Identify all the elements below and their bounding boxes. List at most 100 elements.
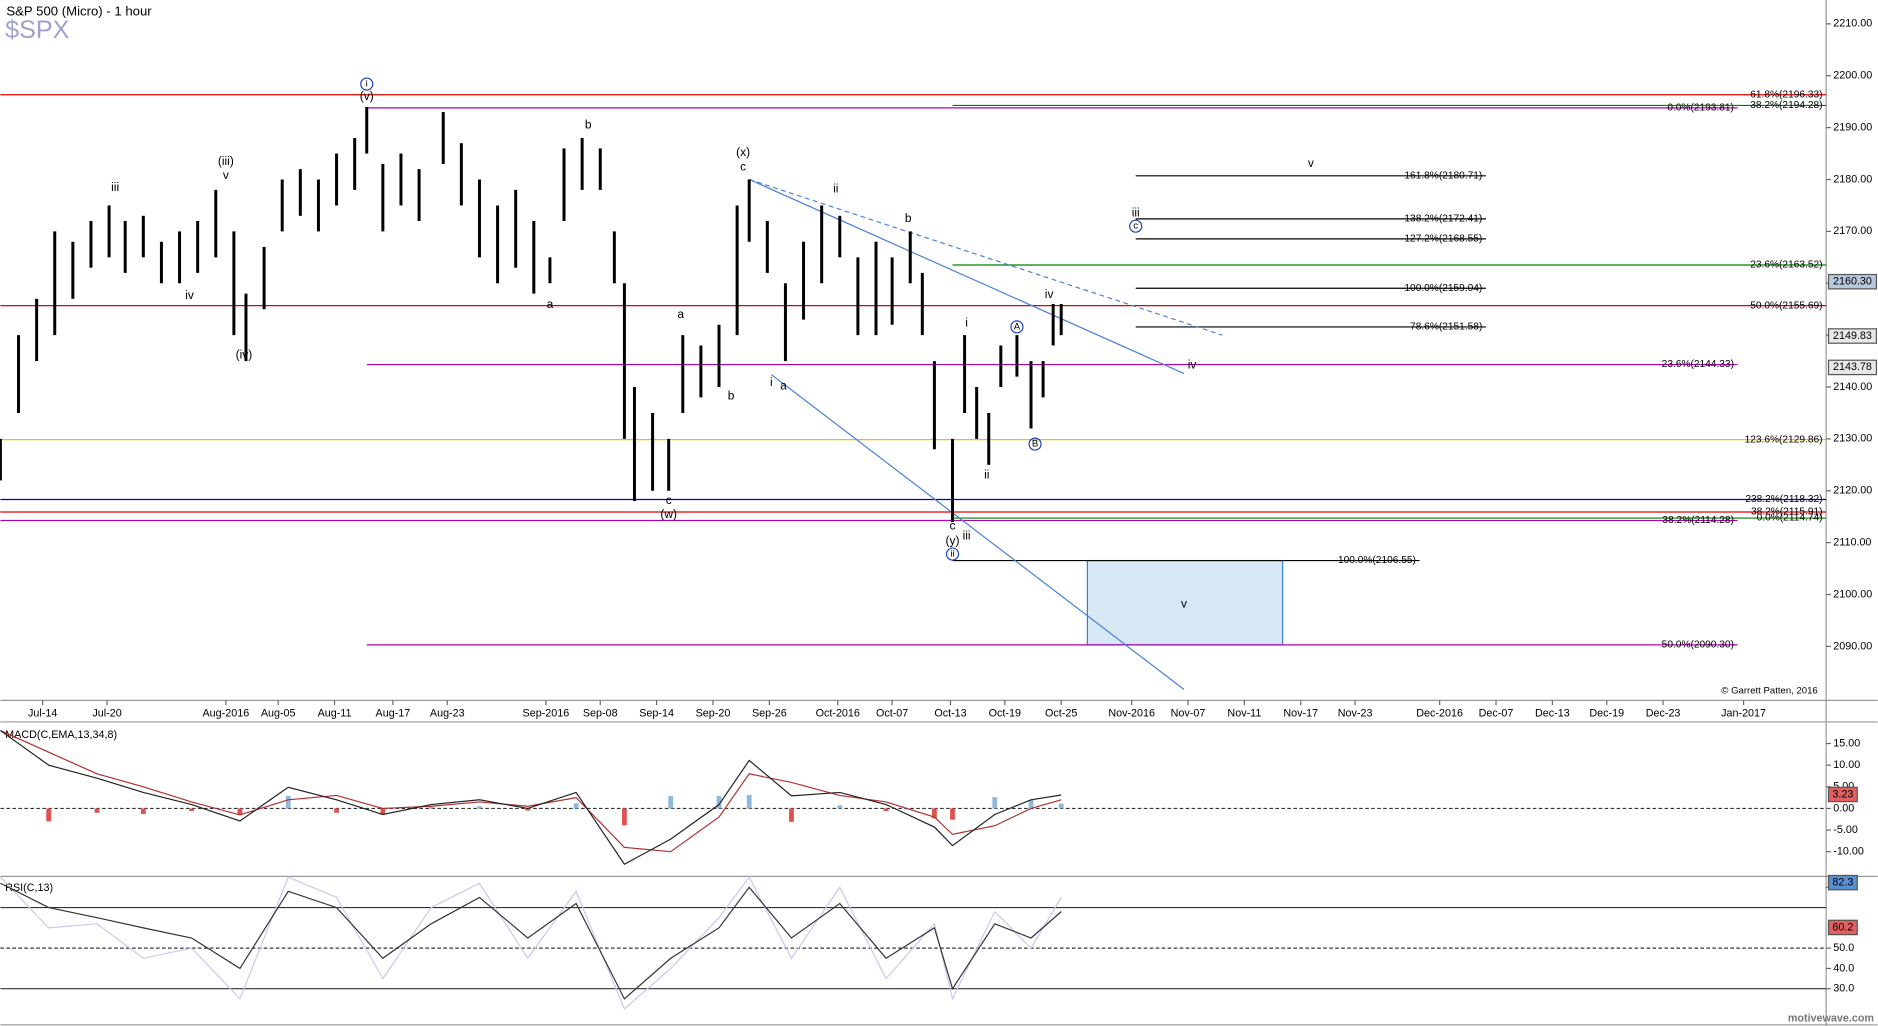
watermark: motivewave.com <box>1788 1013 1874 1025</box>
wave-label: c <box>740 160 746 174</box>
y-tick-label: 15.00 <box>1833 737 1860 749</box>
y-tick-label: 50.0 <box>1833 942 1854 954</box>
y-tick-label: 2210.00 <box>1833 18 1872 30</box>
trendline <box>749 178 1223 336</box>
y-tick-label: -5.00 <box>1833 824 1858 836</box>
price-marker <box>1827 359 1878 376</box>
x-tick-label: Jan-2017 <box>1721 707 1766 719</box>
x-tick-label: Oct-2016 <box>816 707 860 719</box>
fib-label: 78.6%(2151.58) <box>1410 322 1482 333</box>
price-marker-label: 2149.83 <box>1833 330 1872 342</box>
wave-label: i <box>965 315 968 329</box>
wave-label: c <box>666 493 672 507</box>
wave-label: iv <box>1045 287 1054 301</box>
x-tick-label: Oct-25 <box>1045 707 1077 719</box>
fib-label: 138.2%(2172.41) <box>1404 214 1482 225</box>
y-tick-label: 2170.00 <box>1833 225 1872 237</box>
fib-label: 23.6%(2163.52) <box>1750 260 1822 271</box>
fib-label: 38.2%(2194.28) <box>1750 100 1822 111</box>
histogram-bar <box>334 808 339 813</box>
rsi-marker-label: 82.3 <box>1832 876 1853 888</box>
x-tick-label: Aug-05 <box>261 707 296 719</box>
wave-label: b <box>905 211 912 225</box>
wave-circle <box>1028 437 1042 451</box>
panel-title: RSI(C,13) <box>5 882 53 894</box>
fib-label: 50.0%(2155.69) <box>1750 300 1822 311</box>
signal-line <box>0 730 1062 853</box>
wave-label: (iv) <box>236 348 253 362</box>
y-tick-label: 2130.00 <box>1833 433 1872 445</box>
wave-circle <box>360 77 374 91</box>
histogram-bar <box>1028 799 1034 809</box>
x-tick-label: Sep-14 <box>639 707 674 719</box>
wave-label: (w) <box>660 507 677 521</box>
x-tick-label: Nov-23 <box>1338 707 1373 719</box>
rsi-marker <box>1827 919 1858 936</box>
wave-circle <box>945 547 960 561</box>
wave-label: iii <box>1132 205 1140 219</box>
histogram-bar <box>237 808 243 815</box>
x-tick-label: Oct-07 <box>876 707 908 719</box>
fib-label: 38.2%(2115.91) <box>1751 507 1823 518</box>
wave-label: c <box>950 519 956 533</box>
wave-label: iv <box>185 288 194 302</box>
histogram-bar <box>668 795 674 809</box>
histogram-bar <box>46 808 52 822</box>
histogram-bar <box>622 808 627 826</box>
y-tick-label: 0.00 <box>1833 802 1854 814</box>
price-marker-label: 2160.30 <box>1833 276 1872 288</box>
wave-label: iii <box>111 180 119 194</box>
histogram-bar <box>380 808 386 815</box>
fib-label: 0.0%(2193.81) <box>1667 103 1734 114</box>
wave-label: b <box>585 118 592 132</box>
wave-label: (iii) <box>218 154 234 168</box>
histogram-bar <box>1058 803 1064 809</box>
fib-label: 127.2%(2168.55) <box>1404 234 1482 245</box>
wave-label: a <box>780 379 787 393</box>
x-tick-label: Sep-26 <box>752 707 787 719</box>
wave-label: ii <box>984 467 989 481</box>
wave-label: B <box>1032 439 1038 450</box>
price-marker <box>1827 328 1878 344</box>
histogram-bar <box>189 808 195 812</box>
x-tick-label: Nov-11 <box>1227 707 1261 719</box>
panel-title: MACD(C,EMA,13,34,8) <box>5 729 117 741</box>
fib-label: 123.6%(2129.86) <box>1745 434 1823 445</box>
wave-circle <box>1129 219 1143 233</box>
x-tick-label: Sep-08 <box>583 707 618 719</box>
x-tick-label: Jul-14 <box>28 707 57 719</box>
macd-line <box>0 730 1062 866</box>
y-tick-label: 2200.00 <box>1833 70 1872 82</box>
current-label: 3.23 <box>1832 788 1853 800</box>
x-tick-label: Aug-2016 <box>202 707 249 719</box>
price-marker <box>1827 273 1878 290</box>
x-tick-label: Nov-17 <box>1283 707 1318 719</box>
x-tick-label: Aug-17 <box>376 707 411 719</box>
fib-label: 0.0%(2114.74) <box>1757 513 1823 524</box>
x-tick-label: Nov-07 <box>1171 707 1206 719</box>
x-tick-label: Sep-2016 <box>523 707 570 719</box>
wave-label: b <box>728 389 735 403</box>
x-tick-label: Dec-13 <box>1535 707 1570 719</box>
histogram-bar <box>837 805 843 809</box>
fib-label: 61.8%(2196.33) <box>1750 89 1822 100</box>
wave-label: ii <box>833 182 838 196</box>
wave-label: c <box>1133 221 1138 232</box>
y-tick-label: 30.0 <box>1833 983 1854 995</box>
histogram-bar <box>716 795 722 809</box>
current-marker <box>1827 786 1858 803</box>
histogram-bar <box>428 806 434 809</box>
histogram-bar <box>525 808 531 811</box>
histogram-bar <box>94 808 100 813</box>
x-tick-label: Aug-11 <box>318 707 352 719</box>
wave-label: i <box>770 375 773 389</box>
y-tick-label: -10.00 <box>1833 846 1864 858</box>
x-tick-label: Oct-19 <box>989 707 1021 719</box>
histogram-bar <box>932 808 937 819</box>
wave-label: v <box>223 168 229 182</box>
wave-label: ii <box>950 549 954 560</box>
wave-label: (x) <box>736 145 750 159</box>
target-zone <box>1086 559 1284 646</box>
x-tick-label: Sep-20 <box>696 707 731 719</box>
